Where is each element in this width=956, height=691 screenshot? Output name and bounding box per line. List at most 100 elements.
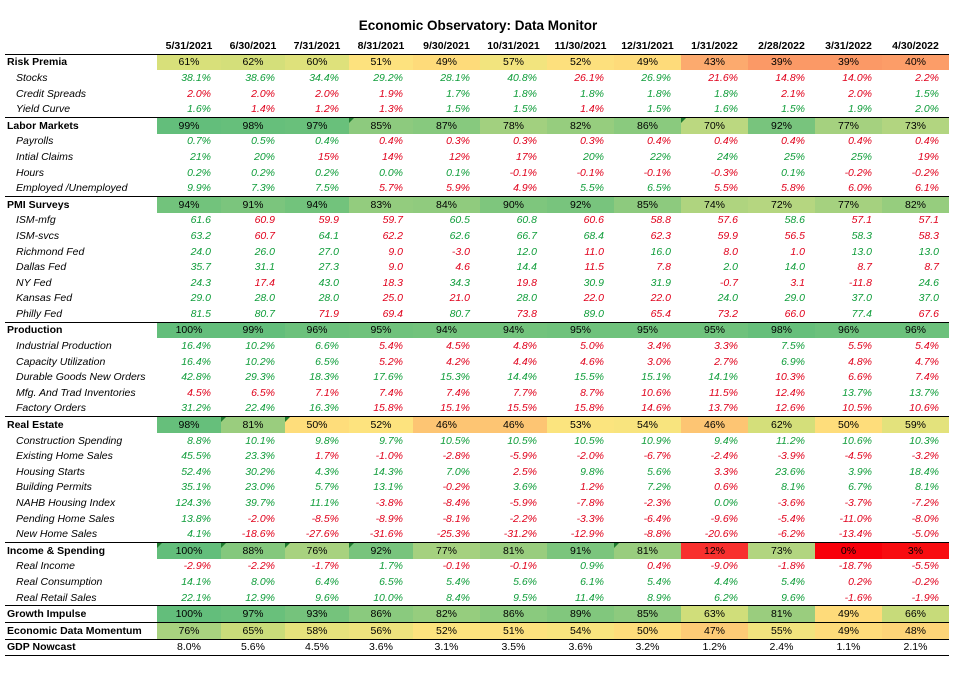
indicator-row: Industrial Production 16.4% 10.2% 6.6% 5.4% 4… — [5, 338, 949, 354]
indicator-value-cell: -6.2% — [777, 528, 805, 541]
indicator-value-cell: 38.6% — [245, 71, 275, 84]
date-header-cell: 8/31/2021 — [349, 38, 413, 55]
indicator-label: Real Retail Sales — [16, 591, 97, 604]
category-score-cell: 73% — [748, 541, 815, 559]
summary-value-cell: 86% — [349, 605, 413, 623]
indicator-value-cell: -1.9% — [911, 591, 939, 604]
category-score-cell: 95% — [681, 321, 748, 339]
indicator-value-cell: 35.1% — [181, 481, 211, 494]
indicator-value-cell: 1.6% — [187, 103, 211, 116]
indicator-value-cell: 89.0 — [583, 307, 604, 320]
indicator-label: Yield Curve — [16, 103, 71, 116]
indicator-value-cell: -0.2% — [911, 575, 939, 588]
indicator-value-cell: 1.2% — [315, 103, 339, 116]
indicator-value-cell: 11.1% — [310, 497, 339, 510]
category-score-cell: 96% — [285, 321, 349, 339]
indicator-value-cell: 11.4% — [575, 591, 604, 604]
indicator-row: ISM-svcs 63.2 60.7 64.1 62.2 62.6 66.7 68.4 62.3… — [5, 228, 949, 244]
indicator-row: New Home Sales 4.1% -18.6% -27.6% -31.6% -25.… — [5, 526, 949, 542]
indicator-value-cell: -18.7% — [838, 560, 872, 573]
category-score-cell: 82% — [882, 195, 949, 213]
indicator-value-cell: -11.0% — [839, 512, 873, 525]
category-score-cell: 72% — [748, 195, 815, 213]
indicator-value-cell: 16.3% — [309, 402, 339, 415]
indicator-value-cell: 10.5% — [440, 434, 470, 447]
category-score-cell: 100% — [157, 321, 221, 339]
indicator-row: Credit Spreads 2.0% 2.0% 2.0% 1.9% 1.7% 1.8% 1.… — [5, 86, 949, 102]
indicator-value-cell: -0.1% — [442, 560, 470, 573]
indicator-value-cell: 9.8% — [580, 465, 604, 478]
indicator-value-cell: 0.2% — [848, 575, 872, 588]
indicator-value-cell: 11.5 — [584, 261, 604, 274]
summary-value-cell: 3.6% — [547, 638, 614, 657]
indicator-value-cell: 9.4% — [714, 434, 738, 447]
indicator-value-cell: 5.9% — [446, 182, 470, 195]
date-header-cell: 3/31/2022 — [815, 38, 882, 55]
indicator-value-cell: -5.0% — [911, 528, 939, 541]
indicator-label: NAHB Housing Index — [16, 497, 116, 510]
indicator-value-cell: -0.7 — [719, 276, 738, 289]
summary-label: GDP Nowcast — [5, 638, 157, 657]
indicator-value-cell: 12% — [448, 150, 470, 163]
indicator-row: Payrolls 0.7% 0.5% 0.4% 0.4% 0.3% 0.3% 0.3% 0.4%… — [5, 134, 949, 150]
indicator-value-cell: 9.9% — [187, 182, 211, 195]
summary-value-cell: 55% — [748, 621, 815, 640]
indicator-value-cell: 4.4% — [714, 575, 738, 588]
indicator-value-cell: 10.5% — [842, 402, 872, 415]
indicator-value-cell: 5.6% — [513, 575, 537, 588]
indicator-value-cell: 59.9 — [717, 229, 738, 242]
indicator-value-cell: 4.2% — [446, 355, 470, 368]
category-score-cell: 76% — [285, 541, 349, 559]
indicator-value-cell: 28.0 — [254, 292, 275, 305]
indicator-value-cell: 2.1% — [781, 87, 805, 100]
indicator-value-cell: 31.9 — [650, 276, 671, 289]
indicator-value-cell: 80.7 — [254, 307, 275, 320]
category-score-cell: 50% — [815, 416, 882, 433]
category-score-cell: 92% — [547, 195, 614, 213]
summary-value-cell: 1.2% — [681, 638, 748, 657]
indicator-value-cell: -2.2% — [247, 560, 275, 573]
category-score-cell: 100% — [157, 541, 221, 559]
indicator-value-cell: -0.1% — [509, 560, 537, 573]
indicator-value-cell: 3.0% — [647, 355, 671, 368]
indicator-row: Real Consumption 14.1% 8.0% 6.4% 6.5% 5.4% 5.6… — [5, 574, 949, 590]
indicator-value-cell: -3.6% — [777, 497, 805, 510]
indicator-value-cell: 1.0 — [790, 245, 805, 258]
indicator-row: Richmond Fed 24.0 26.0 27.0 9.0 -3.0 12.0 11.0 1… — [5, 244, 949, 260]
indicator-value-cell: 39.7% — [245, 497, 275, 510]
summary-value-cell: 51% — [480, 621, 547, 640]
indicator-label: ISM-svcs — [16, 229, 60, 242]
indicator-row: Hours 0.2% 0.2% 0.2% 0.0% 0.1% -0.1% -0.1% -0.1%… — [5, 165, 949, 181]
indicator-value-cell: 17% — [515, 150, 537, 163]
indicator-row: Mfg. And Trad Inventories 4.5% 6.5% 7.1% 7.4… — [5, 385, 949, 401]
indicator-value-cell: 13.0 — [918, 245, 939, 258]
indicator-label: Factory Orders — [16, 402, 87, 415]
indicator-value-cell: 45.5% — [181, 450, 211, 463]
indicator-row: Housing Starts 52.4% 30.2% 4.3% 14.3% 7.0% 2.5… — [5, 464, 949, 480]
category-score-cell: 98% — [157, 416, 221, 433]
indicator-value-cell: -2.4% — [710, 450, 738, 463]
indicator-row: NY Fed 24.3 17.4 43.0 18.3 34.3 19.8 30.9 31.9 -0… — [5, 275, 949, 291]
indicator-value-cell: 4.6 — [455, 261, 470, 274]
indicator-label: Industrial Production — [16, 340, 112, 353]
indicator-value-cell: 66.7 — [516, 229, 537, 242]
category-label: Real Estate — [5, 416, 157, 433]
indicator-value-cell: -5.4% — [777, 512, 805, 525]
indicator-value-cell: 4.9% — [513, 182, 537, 195]
indicator-value-cell: 68.4 — [583, 229, 604, 242]
indicator-value-cell: 6.0% — [848, 182, 872, 195]
indicator-value-cell: -25.3% — [436, 528, 470, 541]
indicator-label: Mfg. And Trad Inventories — [16, 386, 136, 399]
indicator-row: Dallas Fed 35.7 31.1 27.3 9.0 4.6 14.4 11.5 7.8 2… — [5, 259, 949, 275]
summary-value-cell: 76% — [157, 621, 221, 640]
indicator-label: Intial Claims — [16, 150, 74, 163]
indicator-value-cell: 14.3% — [373, 465, 403, 478]
date-header-cell: 10/31/2021 — [480, 38, 547, 55]
category-label: Income & Spending — [5, 541, 157, 559]
category-label: Labor Markets — [5, 116, 157, 134]
indicator-value-cell: 23.6% — [775, 465, 805, 478]
indicator-value-cell: 8.7 — [924, 261, 939, 274]
summary-value-cell: 4.5% — [285, 638, 349, 657]
indicator-value-cell: 3.3% — [714, 340, 738, 353]
indicator-value-cell: 14.8% — [775, 71, 805, 84]
